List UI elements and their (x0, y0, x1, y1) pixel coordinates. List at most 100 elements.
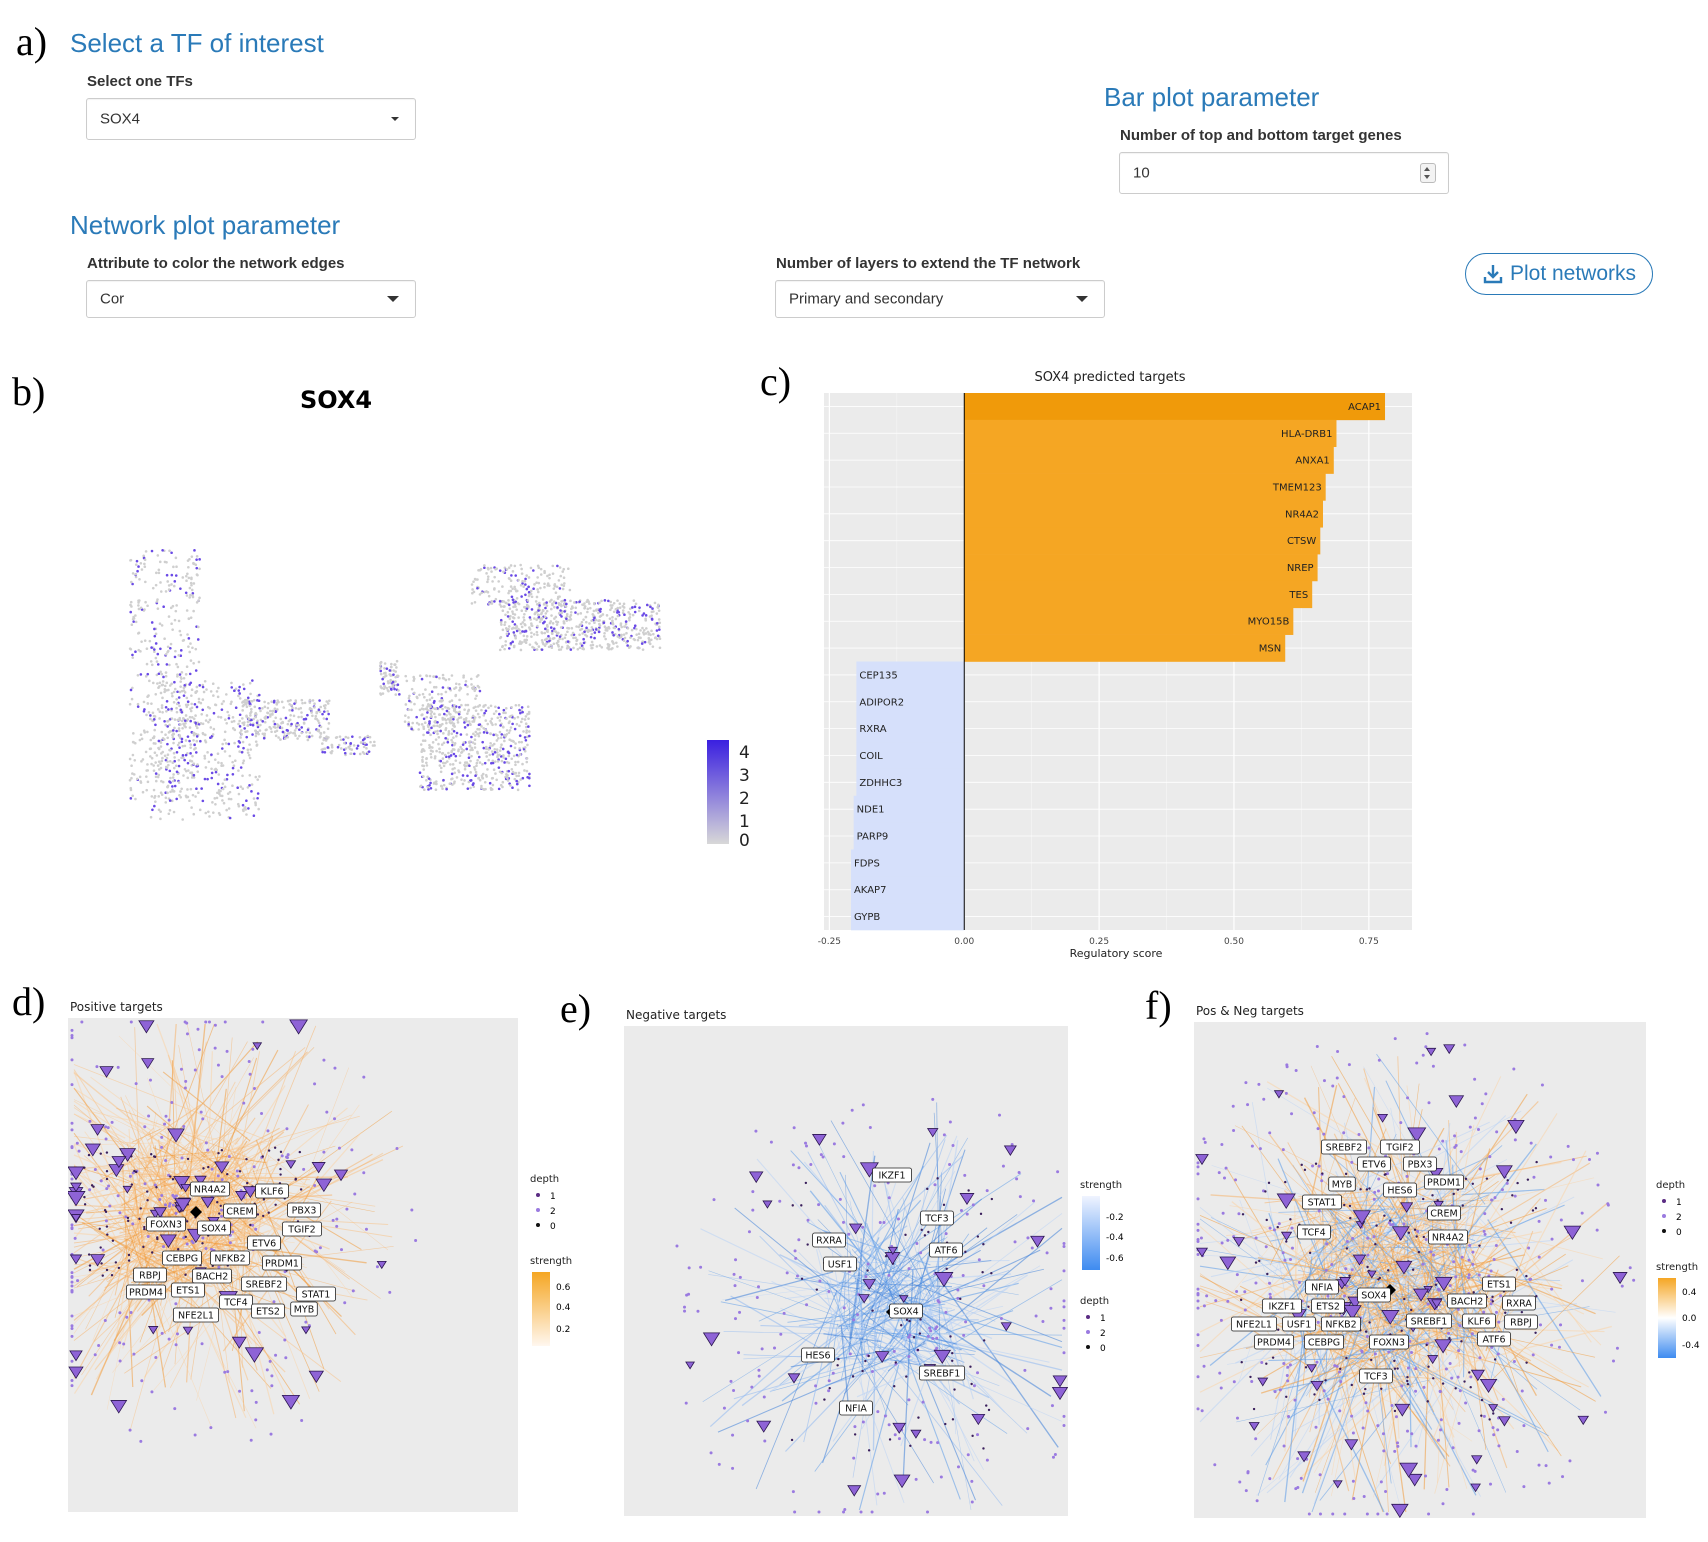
node-label: PRDM4 (1257, 1338, 1291, 1349)
bar-label: ACAP1 (1348, 402, 1381, 413)
hub-node (190, 1206, 202, 1218)
panel-letter-f: f) (1145, 983, 1172, 1028)
plot-networks-button[interactable]: Plot networks (1465, 253, 1653, 295)
node-label: RBPJ (139, 1271, 161, 1282)
bar (856, 688, 965, 716)
node-label: MYB (1332, 1180, 1353, 1191)
bar-label: ADIPOR2 (859, 697, 904, 708)
node-label: NFKB2 (214, 1254, 245, 1265)
network-f-legend: depth 1 2 0 strength 0.4 0.0 -0.4 (1656, 1180, 1700, 1358)
layers-select[interactable]: Primary and secondary (775, 280, 1105, 318)
node-label: RXRA (1506, 1299, 1532, 1310)
bar-label: AKAP7 (854, 885, 886, 896)
legend-title: strength (1080, 1180, 1122, 1191)
node-label: ATF6 (934, 1246, 957, 1257)
node-label: RBPJ (1510, 1318, 1532, 1329)
legend-item: 2 (1676, 1213, 1682, 1223)
edge-color-value: Cor (100, 290, 125, 308)
node-label: USF1 (1287, 1320, 1312, 1331)
edge-color-select[interactable]: Cor (86, 280, 416, 318)
plot-networks-label: Plot networks (1509, 262, 1637, 285)
legend-title: strength (1656, 1262, 1698, 1273)
node-label: CEBPG (166, 1254, 198, 1265)
node-label: BACH2 (196, 1272, 229, 1283)
x-tick-label: 0.50 (1224, 937, 1244, 947)
bar-label: PARP9 (857, 832, 889, 843)
node-label: ETS2 (1316, 1302, 1340, 1313)
node-label: IKZF1 (878, 1171, 905, 1182)
bar-count-value: 10 (1133, 164, 1150, 182)
legend-item: 1 (1676, 1198, 1682, 1208)
node-label: NFIA (845, 1404, 867, 1415)
bar-chart: SOX4 predicted targets Regulatory score … (818, 370, 1412, 960)
bar-label: FDPS (854, 858, 880, 869)
bar (856, 661, 965, 689)
node-label: STAT1 (1308, 1198, 1337, 1209)
node-label: MYB (294, 1305, 315, 1316)
umap-plot (128, 548, 662, 821)
bar (964, 500, 1323, 528)
legend-item: -0.4 (1682, 1341, 1700, 1351)
legend-item: 0.4 (556, 1303, 571, 1313)
bar (964, 634, 1286, 662)
bar (850, 903, 965, 931)
bar-label: CTSW (1287, 536, 1316, 547)
node-label: NFKB2 (1325, 1320, 1356, 1331)
legend-item: 0.2 (556, 1325, 570, 1335)
bar-section-title: Bar plot parameter (1104, 82, 1320, 112)
legend-item: 0 (550, 1222, 556, 1232)
panel-letter-c: c) (760, 359, 792, 404)
bar (853, 822, 965, 850)
bar (856, 742, 965, 770)
node-label: TCF4 (223, 1298, 247, 1309)
node-label: PRDM1 (265, 1259, 299, 1270)
node-label: TGIF2 (1385, 1143, 1413, 1154)
network-d-plot: NR4A2 KLF6 CREM PBX3 FOXN3 SOX4 TGIF2 ETV6 CEBPG… (68, 1018, 518, 1512)
node-label: ETV6 (252, 1239, 276, 1250)
x-tick-label: -0.25 (818, 937, 841, 947)
panel-letter-a: a) (16, 19, 48, 64)
tf-select[interactable]: SOX4 (86, 98, 416, 140)
legend-item: 0.6 (556, 1283, 571, 1293)
legend-item: 1 (1100, 1314, 1106, 1324)
bar (856, 715, 965, 743)
bar (964, 554, 1318, 582)
legend-item: 2 (550, 1207, 556, 1217)
node-label: NR4A2 (1432, 1233, 1464, 1244)
legend-item: -0.2 (1106, 1213, 1124, 1223)
node-label: CEBPG (1308, 1338, 1340, 1349)
node-label: ETS2 (256, 1307, 280, 1318)
legend-item: 0 (1676, 1228, 1682, 1238)
network-d-title: Positive targets (70, 1000, 163, 1014)
node-label: KLF6 (260, 1187, 283, 1198)
network-d-legend: depth 1 2 0 strength 0.6 0.4 0.2 (530, 1174, 572, 1346)
bar-label: TMEM123 (1272, 482, 1322, 493)
node-label: CREM (1430, 1209, 1457, 1220)
node-label: NFE2L1 (178, 1311, 214, 1322)
umap-tick: 2 (739, 789, 750, 809)
bar-count-label: Number of top and bottom target genes (1120, 127, 1402, 144)
chevron-down-icon (1076, 296, 1088, 302)
node-label: SOX4 (893, 1307, 918, 1318)
bar-label: TES (1288, 590, 1308, 601)
bar-label: COIL (859, 751, 883, 762)
node-label: ETS1 (1487, 1280, 1511, 1291)
bar-label: NREP (1287, 563, 1314, 574)
node-label: IKZF1 (1268, 1302, 1295, 1313)
umap-legend: 4 3 2 1 0 (707, 740, 750, 848)
x-tick-label: 0.25 (1089, 937, 1109, 947)
node-label: SREBF1 (924, 1369, 961, 1380)
node-label: SREBF2 (246, 1280, 283, 1291)
stepper-icon[interactable] (1420, 163, 1436, 183)
bar-label: RXRA (859, 724, 886, 735)
node-label: TGIF2 (287, 1225, 315, 1236)
node-label: PBX3 (292, 1206, 317, 1217)
legend-item: -0.6 (1106, 1254, 1124, 1264)
legend-item: 0.0 (1682, 1314, 1697, 1324)
umap-tick: 0 (739, 831, 750, 848)
node-label: PRDM1 (1427, 1178, 1461, 1189)
bar-count-input[interactable]: 10 (1119, 152, 1449, 194)
node-label: ETV6 (1362, 1160, 1386, 1171)
network-e-title: Negative targets (626, 1008, 727, 1022)
bar (856, 768, 965, 797)
